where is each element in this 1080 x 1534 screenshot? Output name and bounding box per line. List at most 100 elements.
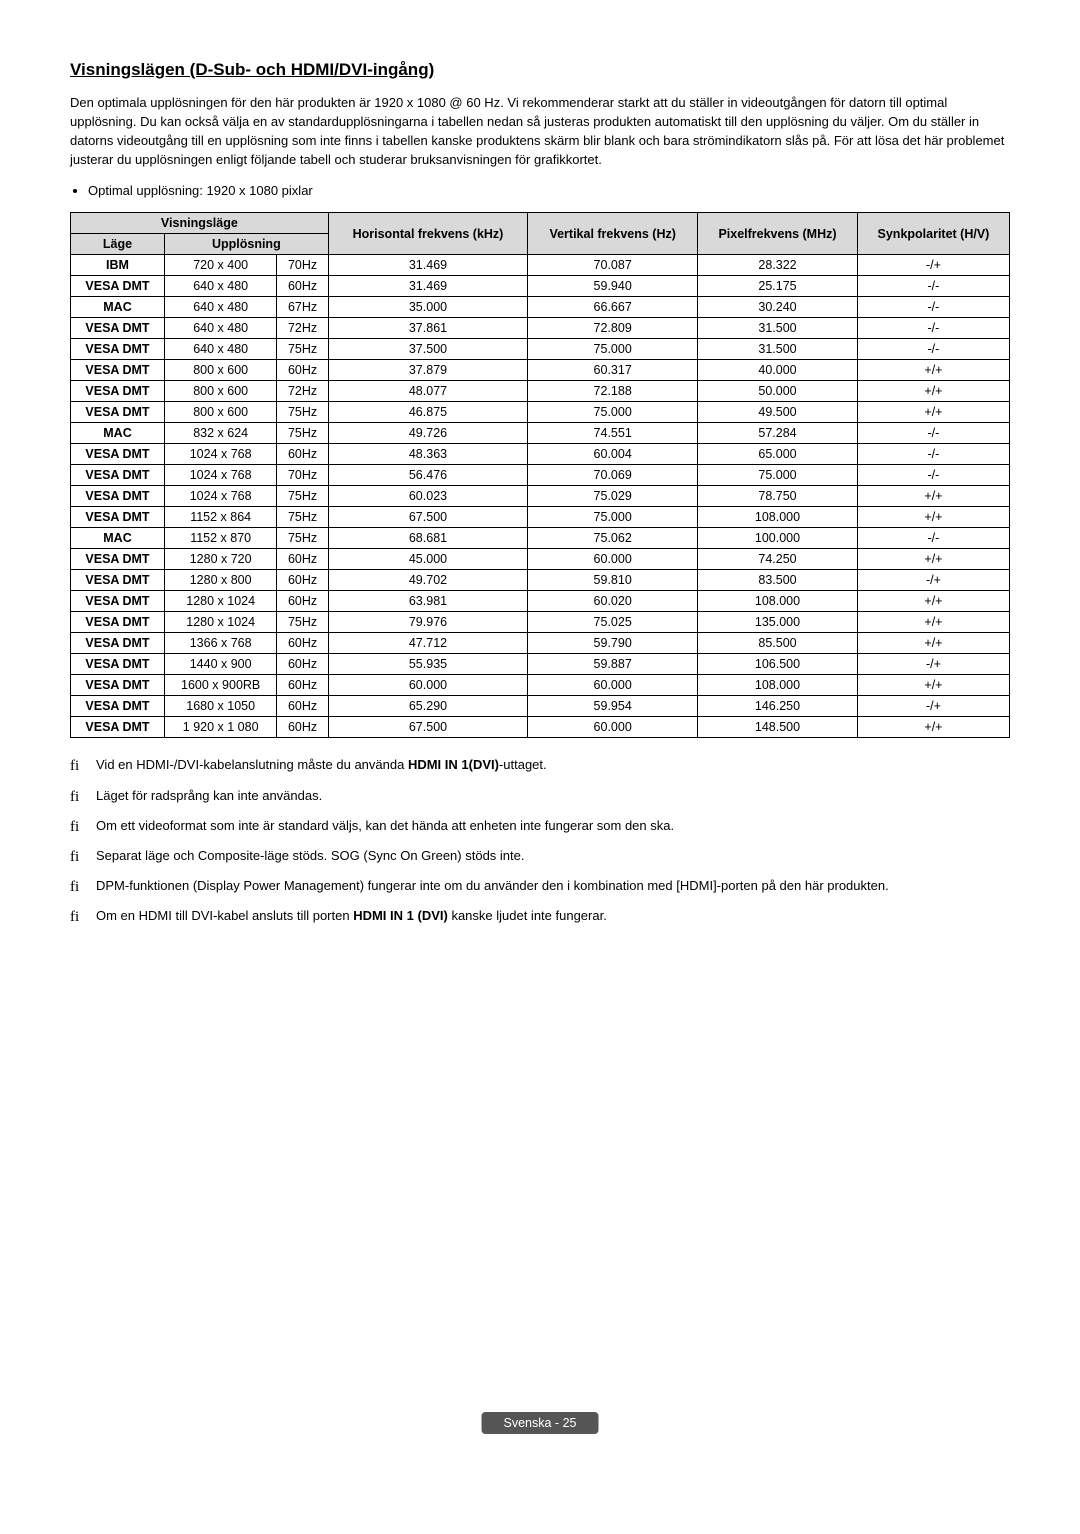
table-cell: 75Hz: [277, 486, 328, 507]
table-cell: 72.809: [528, 318, 698, 339]
table-cell: +/+: [857, 486, 1009, 507]
note-text: Om ett videoformat som inte är standard …: [96, 818, 674, 833]
page: Visningslägen (D-Sub- och HDMI/DVI-ingån…: [70, 60, 1010, 1474]
table-cell: 1 920 x 1 080: [164, 717, 276, 738]
modes-table: Visningsläge Horisontal frekvens (kHz) V…: [70, 212, 1010, 738]
table-cell: 60.000: [528, 675, 698, 696]
table-cell: -/-: [857, 423, 1009, 444]
table-cell: 70.087: [528, 255, 698, 276]
table-cell: MAC: [71, 297, 165, 318]
table-cell: 1440 x 900: [164, 654, 276, 675]
table-cell: VESA DMT: [71, 675, 165, 696]
table-cell: 59.940: [528, 276, 698, 297]
table-cell: 59.887: [528, 654, 698, 675]
table-cell: 31.469: [328, 276, 527, 297]
table-cell: 48.077: [328, 381, 527, 402]
note-item: Vid en HDMI-/DVI-kabelanslutning måste d…: [70, 756, 1010, 774]
table-row: VESA DMT1440 x 90060Hz55.93559.887106.50…: [71, 654, 1010, 675]
table-cell: +/+: [857, 675, 1009, 696]
table-cell: -/-: [857, 276, 1009, 297]
table-row: MAC1152 x 87075Hz68.68175.062100.000-/-: [71, 528, 1010, 549]
table-cell: 1280 x 720: [164, 549, 276, 570]
table-cell: 40.000: [698, 360, 858, 381]
table-cell: 48.363: [328, 444, 527, 465]
table-cell: 106.500: [698, 654, 858, 675]
table-cell: VESA DMT: [71, 696, 165, 717]
table-cell: 108.000: [698, 591, 858, 612]
table-cell: 1280 x 1024: [164, 612, 276, 633]
table-cell: 640 x 480: [164, 297, 276, 318]
table-cell: 75Hz: [277, 612, 328, 633]
table-cell: 65.290: [328, 696, 527, 717]
table-row: VESA DMT800 x 60072Hz48.07772.18850.000+…: [71, 381, 1010, 402]
note-text: Läget för radsprång kan inte användas.: [96, 788, 322, 803]
table-cell: 67Hz: [277, 297, 328, 318]
page-footer: Svenska - 25: [482, 1412, 599, 1434]
notes-list: Vid en HDMI-/DVI-kabelanslutning måste d…: [70, 756, 1010, 925]
table-cell: 67.500: [328, 507, 527, 528]
note-item: Läget för radsprång kan inte användas.: [70, 787, 1010, 805]
table-cell: 59.810: [528, 570, 698, 591]
table-cell: VESA DMT: [71, 654, 165, 675]
table-cell: 60Hz: [277, 717, 328, 738]
table-row: VESA DMT1680 x 105060Hz65.29059.954146.2…: [71, 696, 1010, 717]
table-cell: 59.954: [528, 696, 698, 717]
table-cell: 60Hz: [277, 675, 328, 696]
table-cell: VESA DMT: [71, 381, 165, 402]
table-cell: VESA DMT: [71, 633, 165, 654]
table-cell: +/+: [857, 360, 1009, 381]
table-row: VESA DMT640 x 48072Hz37.86172.80931.500-…: [71, 318, 1010, 339]
table-cell: 60.000: [328, 675, 527, 696]
table-cell: 60Hz: [277, 591, 328, 612]
table-cell: 60Hz: [277, 696, 328, 717]
table-row: VESA DMT1152 x 86475Hz67.50075.000108.00…: [71, 507, 1010, 528]
table-cell: 75.000: [528, 402, 698, 423]
table-row: VESA DMT800 x 60075Hz46.87575.00049.500+…: [71, 402, 1010, 423]
table-cell: 46.875: [328, 402, 527, 423]
table-cell: 1600 x 900RB: [164, 675, 276, 696]
table-cell: 60.023: [328, 486, 527, 507]
table-cell: 640 x 480: [164, 339, 276, 360]
note-item: Om ett videoformat som inte är standard …: [70, 817, 1010, 835]
table-cell: MAC: [71, 423, 165, 444]
table-cell: 49.702: [328, 570, 527, 591]
table-cell: -/+: [857, 255, 1009, 276]
table-cell: 1024 x 768: [164, 486, 276, 507]
table-cell: -/+: [857, 570, 1009, 591]
table-cell: 56.476: [328, 465, 527, 486]
table-cell: 25.175: [698, 276, 858, 297]
table-cell: VESA DMT: [71, 612, 165, 633]
table-row: VESA DMT1024 x 76875Hz60.02375.02978.750…: [71, 486, 1010, 507]
optimal-item: Optimal upplösning: 1920 x 1080 pixlar: [88, 183, 1010, 198]
note-text: Separat läge och Composite-läge stöds. S…: [96, 848, 525, 863]
table-cell: -/-: [857, 318, 1009, 339]
table-cell: 70Hz: [277, 255, 328, 276]
table-cell: 49.726: [328, 423, 527, 444]
table-cell: 70Hz: [277, 465, 328, 486]
th-res: Upplösning: [164, 234, 328, 255]
table-cell: 85.500: [698, 633, 858, 654]
table-cell: 67.500: [328, 717, 527, 738]
table-cell: VESA DMT: [71, 717, 165, 738]
table-cell: 60.317: [528, 360, 698, 381]
table-cell: 75Hz: [277, 528, 328, 549]
table-cell: 50.000: [698, 381, 858, 402]
table-row: VESA DMT1024 x 76860Hz48.36360.00465.000…: [71, 444, 1010, 465]
table-cell: 75Hz: [277, 507, 328, 528]
table-cell: 60Hz: [277, 570, 328, 591]
table-cell: 60Hz: [277, 360, 328, 381]
table-row: VESA DMT1280 x 102460Hz63.98160.020108.0…: [71, 591, 1010, 612]
table-cell: 75.000: [528, 507, 698, 528]
table-row: VESA DMT640 x 48060Hz31.46959.94025.175-…: [71, 276, 1010, 297]
table-cell: 63.981: [328, 591, 527, 612]
table-cell: 70.069: [528, 465, 698, 486]
table-cell: 1152 x 864: [164, 507, 276, 528]
table-cell: 640 x 480: [164, 318, 276, 339]
table-row: VESA DMT1366 x 76860Hz47.71259.79085.500…: [71, 633, 1010, 654]
table-cell: 60Hz: [277, 276, 328, 297]
note-item: Om en HDMI till DVI-kabel ansluts till p…: [70, 907, 1010, 925]
table-cell: -/+: [857, 696, 1009, 717]
table-cell: 37.861: [328, 318, 527, 339]
table-cell: 135.000: [698, 612, 858, 633]
table-cell: 60.000: [528, 549, 698, 570]
